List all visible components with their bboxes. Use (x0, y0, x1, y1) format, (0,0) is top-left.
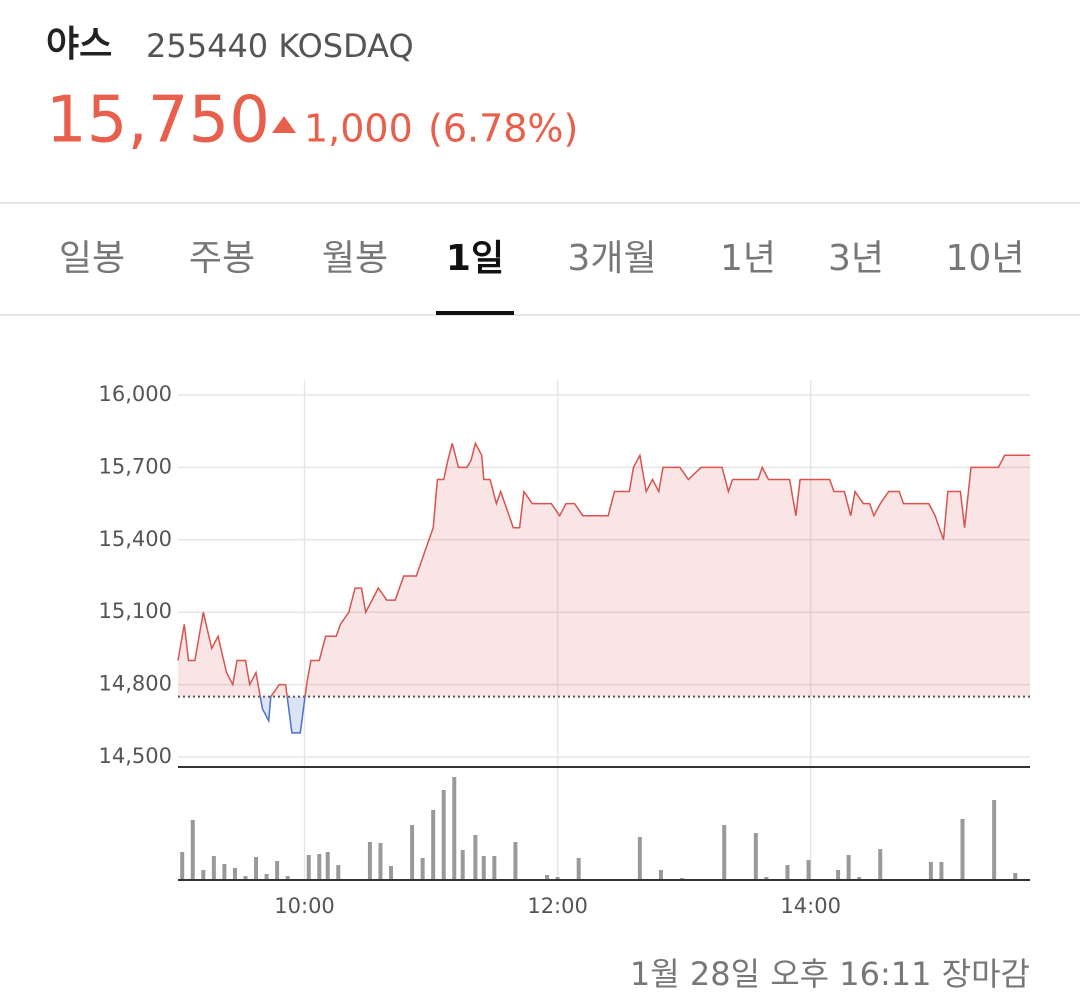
volume-bar (431, 810, 436, 880)
volume-bar (367, 842, 372, 880)
y-tick-label: 14,500 (99, 744, 172, 768)
volume-bar (658, 870, 663, 880)
stock-name: 야스 (46, 24, 112, 65)
volume-bar (410, 825, 415, 880)
y-tick-label: 16,000 (99, 382, 172, 406)
volume-bar (389, 866, 393, 880)
volume-bar (878, 849, 883, 880)
tab[interactable]: 3년 (828, 238, 884, 279)
volume-bar (243, 876, 248, 880)
x-tick-label: 12:00 (527, 894, 588, 918)
tab[interactable]: 3개월 (567, 238, 656, 279)
volume-bar (722, 825, 727, 880)
volume-bar (378, 843, 383, 880)
volume-bar (753, 833, 758, 880)
volume-bar (513, 842, 518, 880)
area-below (178, 696, 1030, 733)
tab[interactable]: 주봉 (189, 238, 255, 279)
tab[interactable]: 월봉 (322, 238, 388, 279)
volume-bar (764, 877, 769, 880)
price: 15,750 (46, 84, 270, 158)
tab[interactable]: 1년 (720, 238, 776, 279)
stock-code: 255440 KOSDAQ (146, 27, 414, 65)
area-above (178, 443, 1030, 697)
x-tick-label: 14:00 (780, 894, 841, 918)
change-percent: (6.78%) (428, 107, 578, 151)
volume-bar (846, 855, 851, 880)
tab[interactable]: 1일 (446, 238, 504, 279)
volume-bar (232, 868, 237, 880)
y-tick-label: 14,800 (99, 672, 172, 696)
volume-bar (555, 877, 560, 880)
volume-bar (806, 860, 811, 880)
volume-bar (576, 858, 581, 880)
active-tab-indicator (436, 311, 514, 315)
volume-bar (222, 864, 227, 880)
volume-bar (317, 854, 322, 880)
volume-bar (637, 837, 642, 880)
volume-bar (992, 800, 997, 880)
y-tick-label: 15,700 (99, 454, 172, 478)
volume-bar (785, 865, 790, 880)
volume-bar (420, 858, 425, 880)
change: 1,000 (304, 107, 413, 151)
volume-bar (180, 852, 185, 880)
up-arrow-icon (272, 116, 296, 133)
x-tick-label: 10:00 (274, 894, 335, 918)
volume-bar (928, 862, 933, 880)
y-tick-label: 15,400 (99, 527, 172, 551)
volume-bar (545, 875, 550, 880)
volume-bar (452, 777, 457, 880)
volume-bar (836, 870, 841, 880)
volume-bar (492, 856, 497, 880)
volume-bar (460, 850, 465, 880)
volume-bar (285, 876, 290, 880)
volume-bar (201, 870, 206, 880)
volume-bar (473, 835, 478, 880)
volume-bar (325, 852, 330, 880)
price-line (177, 441, 1030, 697)
tab[interactable]: 10년 (946, 238, 1025, 279)
volume-bar (960, 819, 965, 880)
volume-bar (306, 855, 311, 880)
volume-bar (254, 857, 259, 880)
volume-bar (275, 861, 280, 880)
volume-bar (441, 790, 446, 880)
y-tick-label: 15,100 (99, 599, 172, 623)
volume-bar (939, 862, 944, 880)
volume-bar (264, 874, 269, 880)
timestamp: 1월 28일 오후 16:11 장마감 (630, 955, 1030, 993)
tab[interactable]: 일봉 (59, 238, 125, 279)
volume-bar (336, 865, 341, 880)
volume-bar (1013, 873, 1018, 880)
volume-bar (481, 856, 486, 880)
volume-bar (190, 820, 195, 880)
volume-bar (857, 877, 862, 880)
volume-bar (211, 856, 216, 880)
